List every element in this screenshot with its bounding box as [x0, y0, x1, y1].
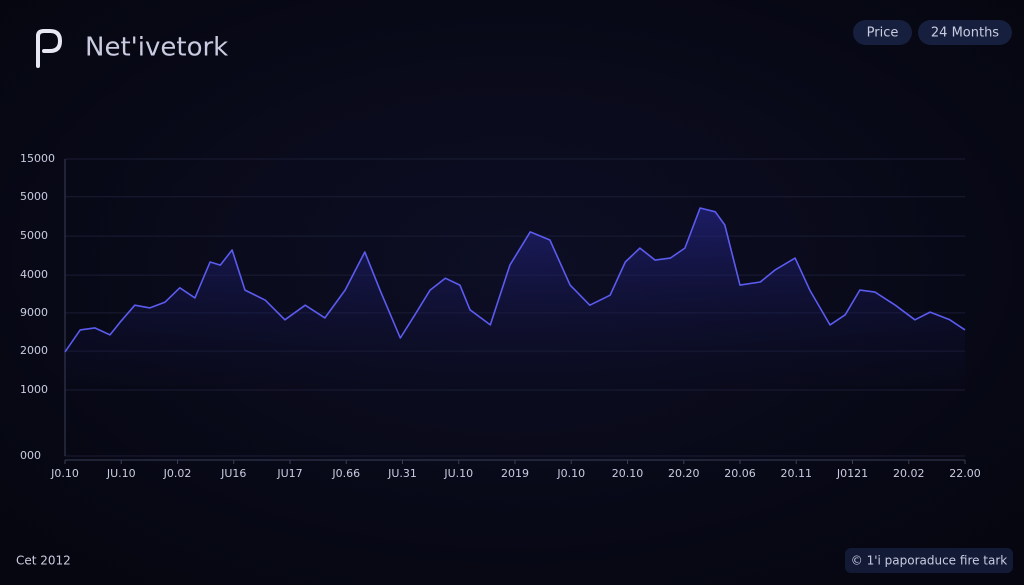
y-tick-label: 5000	[20, 229, 48, 242]
x-tick-label: 22.00	[949, 467, 981, 480]
x-tick-label: J0121	[836, 467, 868, 480]
x-tick-label: J0.10	[556, 467, 585, 480]
y-tick-label: 4000	[20, 268, 48, 281]
button-bg[interactable]	[853, 20, 912, 45]
plot: 15000 5000 5000 4000 9000 2000 1000 000 J0.10 JU.…	[20, 152, 981, 480]
x-tick-label: JU.10	[106, 467, 136, 480]
x-tick-label: 20.11	[781, 467, 813, 480]
y-tick-label: 2000	[20, 344, 48, 357]
button-label[interactable]: Price	[867, 26, 899, 41]
x-tick-label: JU17	[276, 467, 302, 480]
y-tick-label: 5000	[20, 190, 48, 203]
y-tick-label: 9000	[20, 306, 48, 319]
x-tick-label: 20.06	[724, 467, 756, 480]
line	[64, 207, 966, 353]
footer-right: © 1'i paporaduce fire tark	[851, 554, 1008, 568]
range-button[interactable]: 24 Months	[918, 20, 1012, 45]
y-tick-label: 000	[20, 449, 41, 462]
x-tick-label: 20.02	[893, 467, 925, 480]
price-button[interactable]: Price	[853, 20, 912, 45]
area	[65, 208, 965, 386]
y-tick-label: 15000	[20, 152, 55, 165]
x-tick-label: 20.10	[612, 467, 644, 480]
brand: Net'ivetork	[85, 33, 228, 63]
x-tick-label: J0.66	[331, 467, 360, 480]
footer-left: Cet 2012	[16, 554, 71, 568]
x-tick-label: J0.02	[163, 467, 192, 480]
x-tick-label: JU.10	[443, 467, 473, 480]
footer-badge	[845, 548, 1013, 573]
x-tick-label: 20.20	[668, 467, 700, 480]
y-tick-label: 1000	[20, 383, 48, 396]
x-tick-label: JU.31	[387, 467, 417, 480]
x-tick-label: JU16	[220, 467, 246, 480]
button-label[interactable]: 24 Months	[931, 26, 999, 41]
logo-icon	[36, 29, 63, 68]
button-bg[interactable]	[918, 20, 1012, 45]
x-tick-label: 2019	[501, 467, 529, 480]
x-tick-label: J0.10	[50, 467, 79, 480]
